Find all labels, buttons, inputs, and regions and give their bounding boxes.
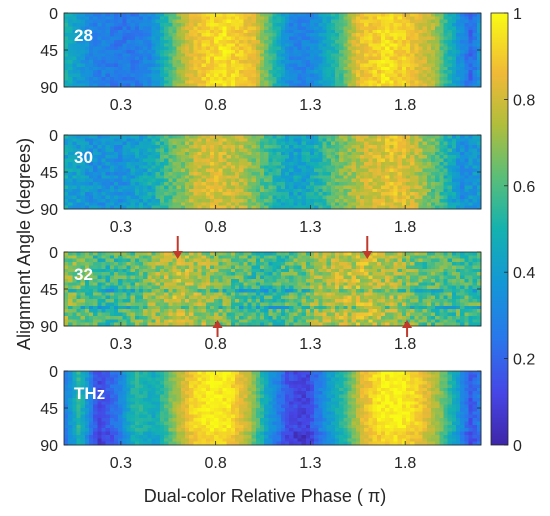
y-tick-label: 45 <box>40 401 58 418</box>
y-tick-label: 90 <box>40 438 58 455</box>
colorbar-tick-label: 0.4 <box>513 265 535 282</box>
x-tick-label: 0.8 <box>205 219 227 236</box>
y-tick-label: 0 <box>49 128 58 145</box>
x-tick-label: 0.8 <box>205 336 227 353</box>
x-tick-label: 1.8 <box>394 336 416 353</box>
x-tick-label: 1.8 <box>394 219 416 236</box>
heatmap-cells <box>64 371 482 446</box>
heatmap-panel-30: 30 0 45 90 0.3 0.8 1.3 1.8 <box>40 128 482 236</box>
heatmap-panel-THz: THz 0 45 90 0.3 0.8 1.3 1.8 <box>40 364 482 472</box>
panel-label-28: 28 <box>74 26 93 45</box>
marker-arrow <box>362 236 373 259</box>
x-tick-label: 1.3 <box>299 97 321 114</box>
heatmap-cells <box>64 252 482 327</box>
y-tick-label: 0 <box>49 364 58 381</box>
colorbar-gradient <box>490 12 509 446</box>
x-tick-label: 0.3 <box>110 97 132 114</box>
y-tick-label: 0 <box>49 6 58 23</box>
colorbar-tick-label: 0.2 <box>513 352 535 369</box>
marker-arrows <box>172 236 413 337</box>
y-tick-label: 45 <box>40 165 58 182</box>
x-tick-label: 1.3 <box>299 219 321 236</box>
colorbar-tick-label: 0.6 <box>513 179 535 196</box>
x-tick-label: 1.3 <box>299 455 321 472</box>
x-tick-label: 0.8 <box>205 455 227 472</box>
y-tick-label: 45 <box>40 282 58 299</box>
panel-label-32: 32 <box>74 265 93 284</box>
panel-label-THz: THz <box>74 384 105 403</box>
x-axis-title: Dual-color Relative Phase ( π) <box>144 486 387 506</box>
x-tick-label: 0.3 <box>110 455 132 472</box>
marker-arrow <box>402 320 413 337</box>
colorbar-tick-label: 1 <box>513 6 522 23</box>
x-tick-label: 0.3 <box>110 219 132 236</box>
marker-arrow <box>172 236 183 259</box>
heatmap-panel-32: 32 0 45 90 0.3 0.8 1.3 1.8 <box>40 245 482 353</box>
x-tick-label: 1.8 <box>394 97 416 114</box>
y-tick-label: 90 <box>40 80 58 97</box>
heatmap-cells <box>64 135 482 210</box>
y-tick-label: 90 <box>40 319 58 336</box>
colorbar: 0 0.2 0.4 0.6 0.8 1 <box>490 6 535 455</box>
y-tick-label: 45 <box>40 43 58 60</box>
y-axis-title: Alignment Angle (degrees) <box>14 138 34 350</box>
x-tick-label: 0.3 <box>110 336 132 353</box>
colorbar-tick-label: 0.8 <box>513 92 535 109</box>
colorbar-tick-label: 0 <box>513 438 522 455</box>
heatmap-panel-28: 28 0 45 90 0.3 0.8 1.3 1.8 <box>40 6 482 114</box>
panel-label-30: 30 <box>74 148 93 167</box>
y-tick-label: 0 <box>49 245 58 262</box>
y-tick-label: 90 <box>40 202 58 219</box>
heatmap-cells <box>64 13 482 88</box>
x-tick-label: 1.3 <box>299 336 321 353</box>
marker-arrow <box>212 320 223 337</box>
x-tick-label: 1.8 <box>394 455 416 472</box>
x-tick-label: 0.8 <box>205 97 227 114</box>
